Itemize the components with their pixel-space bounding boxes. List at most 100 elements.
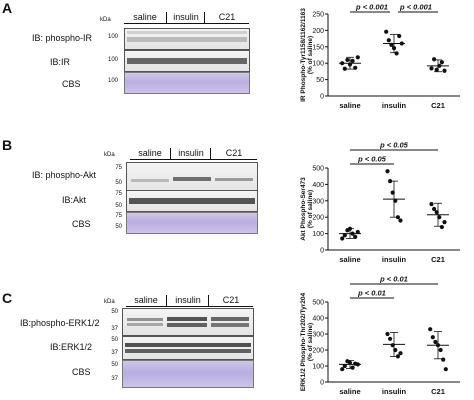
mw-marker: 75 bbox=[115, 191, 122, 197]
kda-label: kDa bbox=[104, 299, 115, 305]
blot-label-phospho-akt: IB: phospho-Akt bbox=[32, 170, 97, 180]
data-point bbox=[428, 327, 433, 332]
y-tick-label: 400 bbox=[312, 182, 324, 189]
y-axis-title: (% of saline) bbox=[307, 323, 314, 361]
blot-label-phospho-erk: IB:phospho-ERK1/2 bbox=[20, 318, 100, 328]
coomassie-stain-a bbox=[124, 72, 250, 94]
mw-marker: 50 bbox=[111, 362, 118, 368]
data-point bbox=[388, 336, 393, 341]
significance-label: p < 0.05 bbox=[357, 155, 387, 164]
y-tick-label: 200 bbox=[312, 348, 324, 355]
y-tick-label: 0 bbox=[320, 248, 324, 255]
y-tick-label: 0 bbox=[320, 380, 324, 387]
data-point bbox=[443, 367, 448, 372]
western-blot-ir bbox=[124, 50, 250, 72]
mw-marker: 50 bbox=[111, 309, 118, 315]
data-point bbox=[439, 224, 444, 230]
scatter-chart-b: 500 400 300 200 100 0 Akt Phospho-Ser473 (% of … bbox=[300, 141, 460, 264]
group-label-insulin: insulin bbox=[170, 148, 211, 160]
data-point bbox=[429, 201, 434, 207]
data-point bbox=[397, 33, 402, 39]
data-point bbox=[438, 347, 443, 353]
y-tick-label: 300 bbox=[312, 332, 324, 339]
group-label-c21: C21 bbox=[208, 295, 253, 307]
coomassie-stain-c bbox=[122, 360, 254, 388]
y-tick-label: 250 bbox=[312, 12, 324, 19]
mw-marker: 75 bbox=[115, 165, 122, 171]
mw-marker: 100 bbox=[107, 57, 118, 63]
data-point bbox=[342, 363, 347, 369]
significance-label: p < 0.05 bbox=[379, 141, 409, 150]
y-tick-label: 500 bbox=[312, 300, 324, 307]
data-point bbox=[355, 55, 360, 60]
y-tick-label: 100 bbox=[312, 364, 324, 371]
y-tick-label: 100 bbox=[312, 61, 324, 68]
data-point bbox=[441, 357, 446, 362]
data-point bbox=[429, 66, 434, 71]
x-tick-label: saline bbox=[339, 101, 360, 110]
y-tick-label: 200 bbox=[312, 215, 324, 222]
y-axis-title: Akt Phospho-Ser473 bbox=[300, 177, 307, 241]
mw-marker: 100 bbox=[107, 78, 118, 84]
blot-label-cbs: CBS bbox=[62, 79, 81, 89]
blot-bands bbox=[131, 177, 253, 182]
data-point bbox=[430, 335, 435, 340]
x-tick-label: insulin bbox=[382, 387, 407, 396]
kda-label: kDa bbox=[100, 17, 111, 23]
y-axis-title: (% of saline) bbox=[307, 36, 314, 74]
data-point bbox=[398, 218, 403, 223]
y-tick-label: 100 bbox=[312, 231, 324, 238]
group-label-insulin: insulin bbox=[166, 295, 209, 307]
data-point bbox=[350, 58, 355, 64]
significance-label: p < 0.01 bbox=[379, 275, 408, 284]
group-label-insulin: insulin bbox=[166, 12, 205, 24]
blot-bands bbox=[125, 343, 251, 353]
western-blot-phospho-erk bbox=[122, 308, 254, 336]
data-point bbox=[342, 233, 347, 238]
blot-label-cbs: CBS bbox=[72, 219, 91, 229]
blot-bands bbox=[127, 317, 249, 327]
x-tick-label: insulin bbox=[382, 255, 407, 264]
y-axis-title: ERK1/2 Phospho-Thr202/Tyr204 bbox=[300, 293, 307, 392]
blot-bands bbox=[127, 31, 247, 42]
group-label-c21: C21 bbox=[210, 148, 257, 160]
data-point bbox=[340, 236, 345, 241]
western-blot-akt bbox=[126, 190, 258, 212]
panel-letter-c: C bbox=[2, 290, 13, 306]
x-tick-label: C21 bbox=[431, 101, 445, 110]
group-label-c21: C21 bbox=[204, 12, 249, 24]
blot-label-phospho-ir: IB: phospho-IR bbox=[32, 33, 93, 43]
mw-marker: 50 bbox=[115, 224, 122, 230]
y-tick-label: 50 bbox=[316, 77, 324, 84]
mw-marker: 50 bbox=[111, 337, 118, 343]
mw-marker: 50 bbox=[115, 203, 122, 209]
blot-bands bbox=[129, 198, 255, 204]
x-tick-label: saline bbox=[339, 255, 360, 264]
mw-marker: 75 bbox=[115, 213, 122, 219]
western-blot-phospho-ir bbox=[124, 28, 250, 50]
data-point bbox=[345, 57, 350, 63]
data-point bbox=[350, 365, 355, 370]
significance-label: p < 0.01 bbox=[357, 289, 386, 298]
data-point bbox=[384, 29, 389, 34]
data-point bbox=[398, 351, 403, 356]
x-tick-label: C21 bbox=[431, 255, 445, 264]
y-tick-label: 200 bbox=[312, 28, 324, 35]
data-point bbox=[432, 206, 437, 212]
data-point bbox=[432, 57, 437, 62]
mw-marker: 37 bbox=[111, 326, 118, 332]
mw-marker: 100 bbox=[107, 34, 118, 40]
data-point bbox=[385, 331, 390, 337]
blot-label-cbs: CBS bbox=[72, 367, 91, 377]
x-tick-label: saline bbox=[339, 387, 360, 396]
data-point bbox=[439, 60, 444, 65]
group-label-saline: saline bbox=[126, 295, 166, 307]
significance-label: p < 0.001 bbox=[399, 3, 432, 12]
mw-marker: 37 bbox=[111, 376, 118, 382]
y-axis-title: IR Phospho-Tyr1158/1162/1163 bbox=[300, 8, 307, 102]
data-point bbox=[355, 229, 360, 235]
y-tick-label: 300 bbox=[312, 198, 324, 205]
data-point bbox=[386, 38, 391, 43]
x-tick-label: C21 bbox=[431, 387, 445, 396]
blot-bands bbox=[127, 58, 247, 64]
